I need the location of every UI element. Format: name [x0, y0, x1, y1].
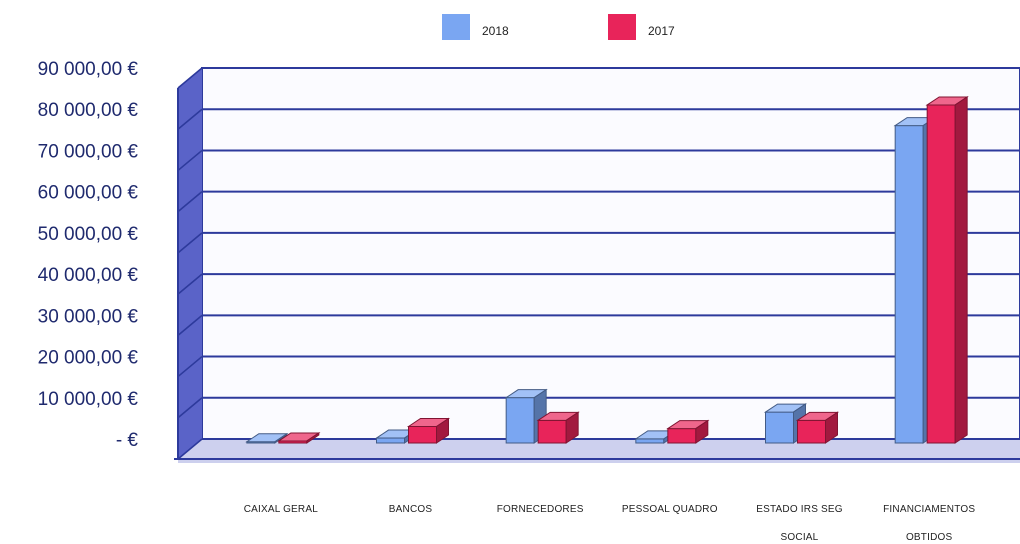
x-tick-label: PESSOAL QUADRO [622, 504, 718, 515]
bar-side [695, 419, 709, 444]
y-tick-label: - € [116, 430, 139, 451]
bars [245, 96, 969, 444]
bar-front [408, 426, 437, 444]
x-tick-label: CAIXAL GERAL [244, 504, 319, 515]
y-tick-label: 10 000,00 € [38, 389, 139, 410]
x-tick-label: SOCIAL [781, 532, 819, 543]
gridline-diagonal [177, 149, 203, 172]
y-tick-label: 30 000,00 € [38, 306, 139, 327]
bar-side [565, 411, 579, 444]
bar-2017 [536, 411, 580, 444]
back-wall [201, 67, 1020, 440]
gridline-diagonal [177, 273, 203, 295]
gridline-diagonal [177, 67, 203, 89]
x-axis-tick-labels: CAIXAL GERAL BANCOS FORNECEDORES PESSOAL QU… [244, 504, 975, 543]
y-tick-label: 60 000,00 € [38, 183, 139, 204]
gridline-diagonal [177, 191, 203, 213]
bar-2018 [504, 388, 548, 444]
bar-2017 [277, 432, 321, 444]
bar-front [635, 438, 665, 444]
x-tick-label: FINANCIAMENTOS [883, 504, 975, 515]
bar-front [894, 125, 924, 444]
bar-side [825, 411, 838, 444]
plot-background [174, 67, 1020, 463]
y-tick-label: 90 000,00 € [38, 59, 139, 80]
bar-2017 [406, 417, 451, 444]
bar-side [306, 432, 320, 444]
x-tick-label: ESTADO IRS SEG [756, 504, 843, 515]
bar-2017 [925, 96, 969, 444]
bar-front [926, 104, 956, 444]
gridline-diagonal [177, 232, 203, 254]
y-tick-label: 70 000,00 € [38, 141, 139, 162]
bar-side [436, 417, 449, 444]
x-tick-label: OBTIDOS [906, 532, 953, 543]
bar-2018 [245, 432, 289, 444]
y-tick-label: 40 000,00 € [38, 265, 139, 286]
x-tick-label: FORNECEDORES [497, 504, 584, 515]
gridline-diagonal [177, 314, 203, 336]
legend-label: 2017 [648, 24, 675, 38]
legend-swatch [608, 14, 636, 40]
y-tick-label: 50 000,00 € [38, 224, 139, 245]
legend: 2018 2017 [442, 14, 675, 40]
y-tick-label: 20 000,00 € [38, 348, 139, 369]
bar-front [505, 397, 535, 444]
bar-front [797, 419, 826, 444]
y-tick-label: 80 000,00 € [38, 100, 139, 121]
legend-label: 2018 [482, 24, 509, 38]
bar-side [274, 432, 288, 444]
bar-front [765, 411, 794, 444]
floor [178, 439, 1020, 463]
bar-side [954, 96, 968, 444]
gridline-diagonal [177, 108, 203, 130]
gridline-diagonal [177, 397, 203, 419]
gridline-diagonal [177, 438, 203, 460]
legend-swatch [442, 14, 470, 40]
bar-2018 [763, 403, 808, 444]
y-axis-tick-labels: - € 10 000,00 € 20 000,00 € 30 000,00 € 40 0… [38, 59, 139, 451]
bar-2017 [795, 411, 840, 444]
bar-2017 [666, 419, 710, 444]
gridline-diagonal [177, 355, 203, 378]
bar-front [376, 437, 405, 444]
bar-front [537, 419, 567, 444]
x-tick-label: BANCOS [389, 504, 433, 515]
bar-front [667, 428, 697, 444]
